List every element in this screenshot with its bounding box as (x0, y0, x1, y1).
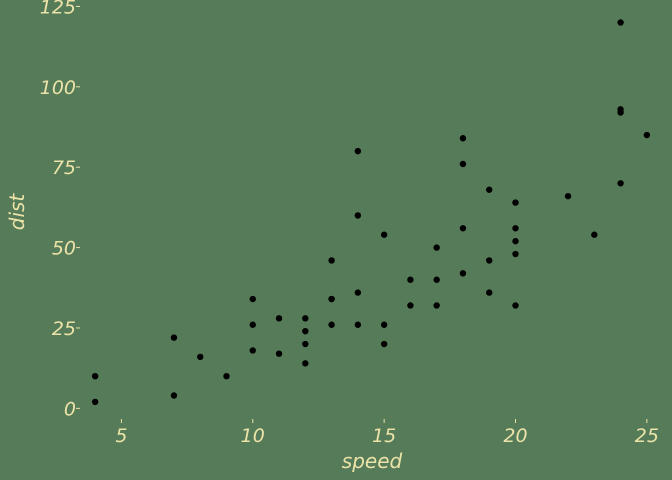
data-point (380, 321, 388, 328)
y-tick-label: 125 (40, 0, 76, 18)
data-point (486, 186, 493, 193)
y-tick-label: 75 (52, 157, 76, 179)
x-axis-title: speed (342, 449, 403, 473)
data-point (617, 106, 624, 113)
data-point (91, 398, 99, 406)
data-point (643, 131, 651, 139)
data-point (249, 295, 256, 303)
data-point (564, 192, 572, 200)
data-point (407, 276, 414, 283)
y-tick-label: 100 (40, 77, 76, 99)
y-tick-label: 25 (52, 318, 76, 340)
data-point (354, 289, 362, 296)
data-point (249, 347, 256, 354)
y-axis-title: dist (5, 193, 29, 231)
data-point (512, 237, 519, 245)
data-point (617, 180, 624, 187)
x-tick-label: 20 (503, 425, 527, 447)
data-point (486, 257, 493, 264)
data-point (354, 212, 362, 219)
data-point (433, 276, 440, 283)
data-point (328, 321, 335, 328)
data-point (302, 327, 309, 335)
data-point (275, 350, 283, 357)
data-point (223, 373, 230, 380)
y-tick-label: 50 (52, 238, 76, 260)
data-point (275, 315, 283, 322)
data-point (354, 321, 362, 328)
data-point (302, 315, 309, 322)
data-point (433, 244, 440, 251)
data-point (354, 147, 362, 155)
data-point (459, 270, 467, 277)
data-point (91, 373, 99, 380)
x-axis: 5 10 15 20 25 (115, 419, 659, 447)
x-tick-label: 15 (372, 425, 396, 447)
y-axis: 0 25 50 75 100 125 (40, 0, 80, 420)
data-point (302, 340, 309, 348)
data-point (328, 295, 335, 303)
data-point (512, 199, 519, 206)
data-point (197, 353, 204, 361)
x-tick-label: 10 (241, 425, 265, 447)
x-tick-label: 25 (635, 425, 659, 447)
data-point (380, 231, 388, 238)
data-point (512, 225, 519, 232)
y-tick-label: 0 (64, 398, 76, 420)
data-point (486, 289, 493, 296)
data-point (170, 392, 178, 399)
data-point (459, 160, 467, 168)
data-point (380, 340, 388, 348)
data-point (591, 231, 598, 238)
data-point (617, 19, 624, 26)
data-point (459, 135, 467, 142)
data-points (91, 19, 651, 406)
data-point (170, 334, 178, 341)
data-point (433, 302, 440, 309)
data-point (459, 225, 467, 232)
data-point (302, 360, 309, 367)
data-point (512, 302, 519, 309)
data-point (512, 250, 519, 258)
data-point (407, 302, 414, 309)
x-tick-label: 5 (115, 425, 127, 447)
data-point (249, 321, 256, 328)
data-point (328, 257, 335, 264)
